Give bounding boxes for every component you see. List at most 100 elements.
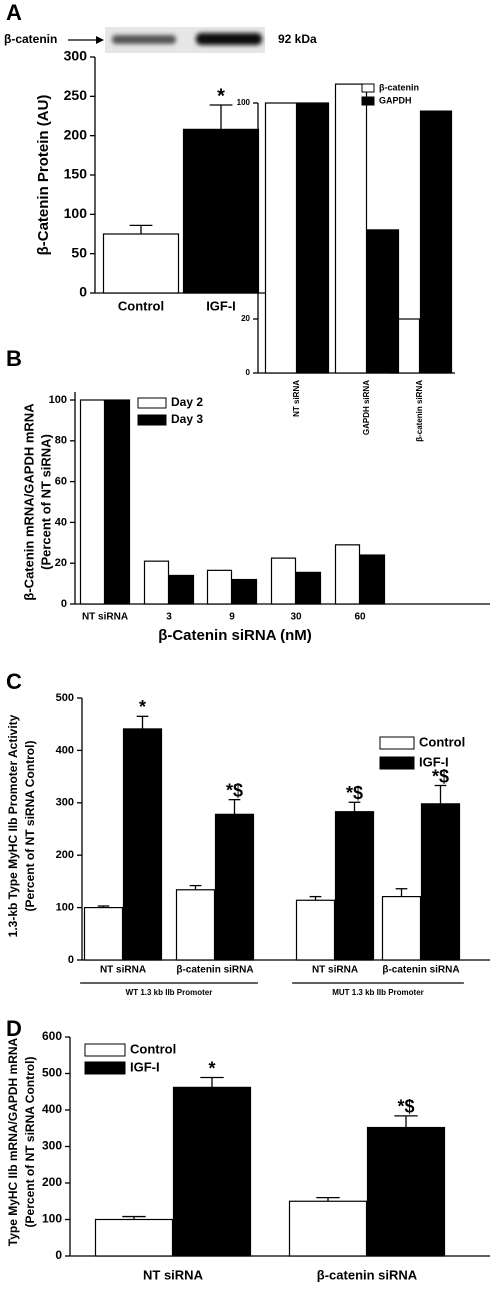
legend-label: Day 2 xyxy=(171,395,203,409)
y-tick-label: 20 xyxy=(55,557,67,569)
y-tick-label: 400 xyxy=(42,1102,62,1116)
legend-swatch xyxy=(361,96,375,106)
x-tick-label: β-catenin siRNA xyxy=(317,1267,418,1282)
y-tick-label: 400 xyxy=(56,744,74,756)
y-axis-label: (Percent of NT siRNA) xyxy=(231,193,241,287)
y-tick-label: 300 xyxy=(56,797,74,809)
y-tick-label: 100 xyxy=(237,98,251,107)
blot-size: 92 kDa xyxy=(278,32,317,46)
x-tick-label: IGF-I xyxy=(206,298,236,313)
bar xyxy=(83,906,124,961)
bar xyxy=(295,899,336,961)
y-tick-label: 60 xyxy=(55,476,67,488)
y-tick-label: 200 xyxy=(56,849,74,861)
blot-band xyxy=(112,35,176,44)
annotation: *$ xyxy=(432,766,449,786)
legend-swatch xyxy=(379,756,415,770)
x-tick-label: NT siRNA xyxy=(82,612,128,623)
y-axis-label: 1.3-kb Type MyHC IIb Promoter Activity xyxy=(6,714,20,937)
legend-swatch xyxy=(137,397,167,409)
y-tick-label: 60 xyxy=(241,206,250,215)
legend-swatch xyxy=(361,83,375,93)
bar xyxy=(264,102,298,374)
y-tick-label: 0 xyxy=(55,1248,62,1262)
bar xyxy=(231,578,258,605)
bar xyxy=(381,895,422,961)
bar xyxy=(296,102,330,374)
y-tick-label: 150 xyxy=(64,166,88,182)
x-tick-label: 30 xyxy=(290,612,302,623)
bar xyxy=(295,571,322,605)
y-tick-label: 0 xyxy=(68,954,74,966)
bar xyxy=(420,803,461,961)
x-tick-label: GAPDH siRNA xyxy=(362,380,371,435)
bar xyxy=(122,728,163,961)
x-tick-label: β-catenin siRNA xyxy=(382,965,459,976)
y-axis-label: β-Catenin Protein (AU) xyxy=(35,95,52,256)
y-tick-label: 40 xyxy=(55,516,67,528)
y-axis-label: Type MyHC IIb mRNA/GAPDH mRNA xyxy=(6,1037,20,1246)
legend-swatch xyxy=(84,1043,126,1057)
bar xyxy=(168,574,195,605)
legend-swatch xyxy=(137,414,167,426)
bar xyxy=(366,229,400,374)
y-tick-label: 200 xyxy=(42,1175,62,1189)
bar xyxy=(334,544,361,605)
y-tick-label: 40 xyxy=(241,260,250,269)
y-tick-label: 100 xyxy=(49,394,67,406)
x-tick-label: 9 xyxy=(229,612,235,623)
annotation: * xyxy=(208,1058,215,1078)
bar xyxy=(214,813,255,961)
x-tick-label: β-catenin siRNA xyxy=(415,380,424,442)
group-label: MUT 1.3 kb IIb Promoter xyxy=(332,988,424,997)
x-tick-label: 3 xyxy=(166,612,172,623)
annotation: * xyxy=(139,697,146,717)
y-tick-label: 500 xyxy=(42,1066,62,1080)
y-tick-label: 100 xyxy=(56,902,74,914)
panel-label: D xyxy=(6,1016,22,1041)
y-tick-label: 300 xyxy=(64,48,88,64)
bar xyxy=(366,1126,446,1257)
group-label: WT 1.3 kb IIb Promoter xyxy=(126,988,213,997)
legend-label: IGF-I xyxy=(130,1059,160,1074)
y-tick-label: 0 xyxy=(246,368,251,377)
y-tick-label: 80 xyxy=(55,435,67,447)
annotation: *$ xyxy=(226,780,243,800)
bar xyxy=(270,557,297,605)
x-tick-label: β-catenin siRNA xyxy=(176,965,253,976)
y-tick-label: 100 xyxy=(42,1212,62,1226)
annotation: * xyxy=(217,85,225,107)
legend-label: Control xyxy=(130,1041,176,1056)
y-tick-label: 0 xyxy=(79,284,87,300)
x-axis-label: β-Catenin siRNA (nM) xyxy=(158,627,312,644)
y-tick-label: 600 xyxy=(42,1029,62,1043)
bar xyxy=(419,110,453,374)
bar xyxy=(172,1086,252,1257)
legend-label: Control xyxy=(419,734,465,749)
x-tick-label: NT siRNA xyxy=(312,965,358,976)
y-axis-label: (Percent of NT siRNA Control) xyxy=(23,741,37,912)
blot-label: β-catenin xyxy=(4,32,57,46)
y-tick-label: 250 xyxy=(64,87,88,103)
legend-swatch xyxy=(84,1061,126,1075)
bar xyxy=(94,1218,174,1257)
y-tick-label: 100 xyxy=(64,205,88,221)
y-tick-label: 50 xyxy=(71,244,87,260)
bar xyxy=(359,554,386,605)
annotation: *$ xyxy=(346,783,363,803)
bar xyxy=(182,128,260,294)
bar xyxy=(334,83,368,374)
y-tick-label: 20 xyxy=(241,314,250,323)
blot-band xyxy=(196,33,262,45)
y-axis-label: (Percent of NT siRNA Control) xyxy=(23,1057,37,1228)
y-tick-label: 0 xyxy=(61,598,67,610)
x-tick-label: NT siRNA xyxy=(292,380,301,417)
bar xyxy=(143,560,170,605)
x-tick-label: NT siRNA xyxy=(143,1267,204,1282)
y-tick-label: 500 xyxy=(56,692,74,704)
legend-label: β-catenin xyxy=(379,82,419,92)
y-tick-label: 200 xyxy=(64,126,88,142)
annotation: *$ xyxy=(397,1097,414,1117)
y-tick-label: 300 xyxy=(42,1139,62,1153)
